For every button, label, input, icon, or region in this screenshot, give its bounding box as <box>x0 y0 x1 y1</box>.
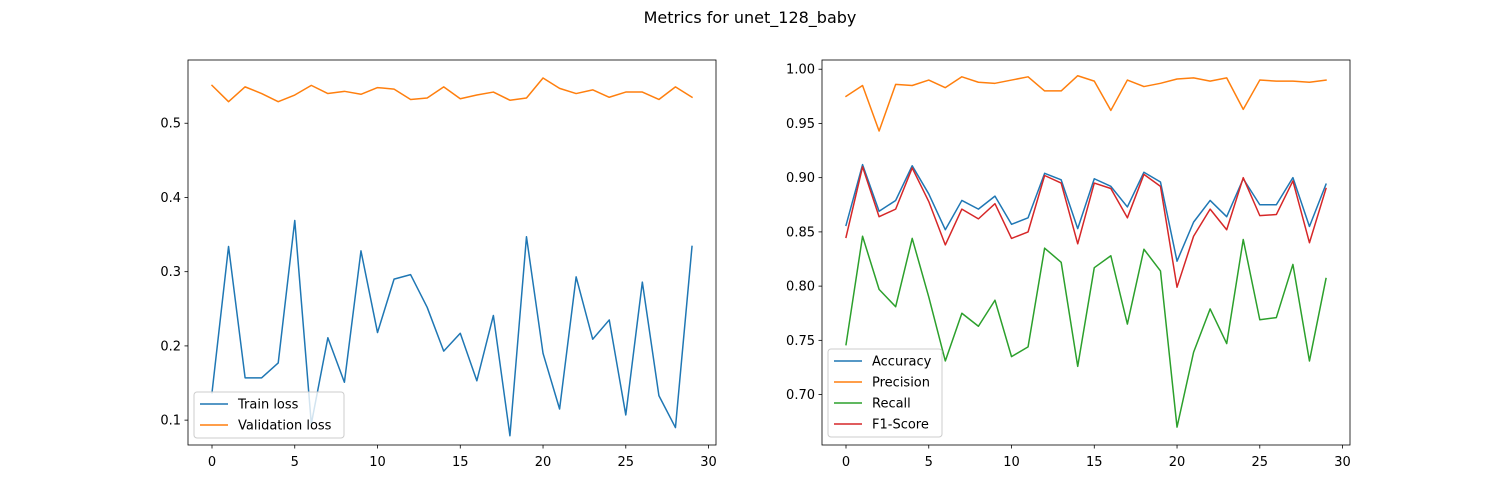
series-group <box>210 77 694 437</box>
x-tick-label: 15 <box>1086 455 1103 470</box>
y-tick-label: 0.2 <box>160 339 181 354</box>
legend-label-precision: Precision <box>872 376 930 391</box>
series-line-f1-score <box>845 166 1327 288</box>
series-line-validation-loss <box>210 77 694 103</box>
legend-label-accuracy: Accuracy <box>872 355 932 370</box>
y-tick-label: 0.75 <box>786 334 815 349</box>
legend-label-recall: Recall <box>872 397 911 412</box>
x-tick-label: 5 <box>925 455 933 470</box>
figure-title: Metrics for unet_128_baby <box>644 8 857 28</box>
x-tick-label: 20 <box>1169 455 1186 470</box>
x-tick-label: 0 <box>842 455 850 470</box>
y-tick-label: 1.00 <box>786 63 815 78</box>
series-line-precision <box>844 74 1327 132</box>
legend-label-validation-loss: Validation loss <box>238 419 332 434</box>
series-line-recall <box>845 235 1327 428</box>
legend-label-f1-score: F1-Score <box>872 418 929 433</box>
metrics-chart: 0 5 10 15 20 25 30 0.70 0.75 0.80 0.85 0.90 0.95 1.00… <box>786 59 1351 470</box>
y-tick-label: 0.5 <box>160 117 181 132</box>
x-tick-label: 0 <box>208 455 216 470</box>
legend-label-train-loss: Train loss <box>237 398 299 413</box>
axes-frame <box>187 59 717 446</box>
series-group <box>844 74 1327 428</box>
x-tick-label: 10 <box>1003 455 1020 470</box>
legend-box <box>193 391 345 439</box>
y-tick-label: 0.80 <box>786 280 815 295</box>
x-tick-label: 10 <box>369 455 386 470</box>
x-tick-label: 30 <box>700 455 717 470</box>
y-tick-label: 0.4 <box>160 191 181 206</box>
axes-frame <box>821 59 1351 446</box>
legend: Train loss Validation loss <box>193 391 345 439</box>
x-tick-label: 15 <box>452 455 469 470</box>
y-tick-label: 0.90 <box>786 171 815 186</box>
loss-chart: 0 5 10 15 20 25 30 0.1 0.2 0.3 0.4 0.5 Train loss Val… <box>160 59 717 470</box>
y-tick-label: 0.85 <box>786 225 815 240</box>
y-tick-label: 0.95 <box>786 117 815 132</box>
legend-box <box>827 348 943 438</box>
legend: Accuracy Precision Recall F1-Score <box>827 348 943 438</box>
y-tick-label: 0.70 <box>786 388 815 403</box>
series-line-train-loss <box>211 219 693 437</box>
x-tick-label: 30 <box>1334 455 1351 470</box>
x-tick-label: 25 <box>618 455 635 470</box>
y-tick-label: 0.1 <box>160 414 181 429</box>
x-tick-label: 5 <box>291 455 299 470</box>
x-tick-label: 25 <box>1252 455 1269 470</box>
y-tick-label: 0.3 <box>160 265 181 280</box>
x-tick-label: 20 <box>535 455 552 470</box>
